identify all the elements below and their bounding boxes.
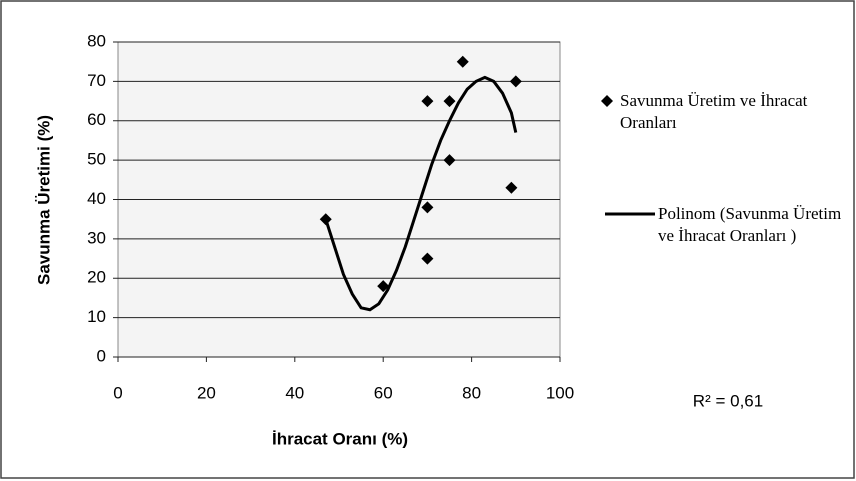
x-tick-label: 40: [285, 383, 304, 402]
point: [443, 154, 456, 167]
point: [421, 201, 434, 214]
y-tick-label: 30: [87, 228, 106, 247]
y-tick-label: 60: [87, 110, 106, 129]
legend-label: Savunma Üretim ve İhracat Oranları: [620, 91, 808, 132]
trendline: [324, 75, 518, 312]
point: [505, 181, 518, 194]
point: [421, 252, 434, 265]
point: [421, 95, 434, 108]
x-tick-label: 20: [197, 383, 216, 402]
point: [377, 280, 390, 293]
y-tick-label: 80: [87, 31, 106, 50]
legend-marker: [601, 95, 613, 107]
x-tick-label: 100: [546, 383, 574, 402]
point: [509, 75, 522, 88]
point: [443, 95, 456, 108]
y-tick-label: 50: [87, 150, 106, 169]
x-tick-label: 0: [113, 383, 122, 402]
y-tick-label: 10: [87, 307, 106, 326]
x-tick-label: 80: [462, 383, 481, 402]
x-axis-label: İhracat Oranı (%): [272, 429, 408, 448]
y-tick-label: 40: [87, 189, 106, 208]
x-tick-label: 60: [374, 383, 393, 402]
legend-label: Polinom (Savunma Üretim ve İhracat Oranl…: [658, 204, 842, 245]
y-axis-label: Savunma Üretimi (%): [34, 115, 53, 285]
y-tick-label: 20: [87, 268, 106, 287]
y-tick-label: 70: [87, 71, 106, 90]
point: [456, 55, 469, 68]
annotation: R² = 0,61: [693, 391, 763, 410]
y-tick-label: 0: [97, 346, 106, 365]
